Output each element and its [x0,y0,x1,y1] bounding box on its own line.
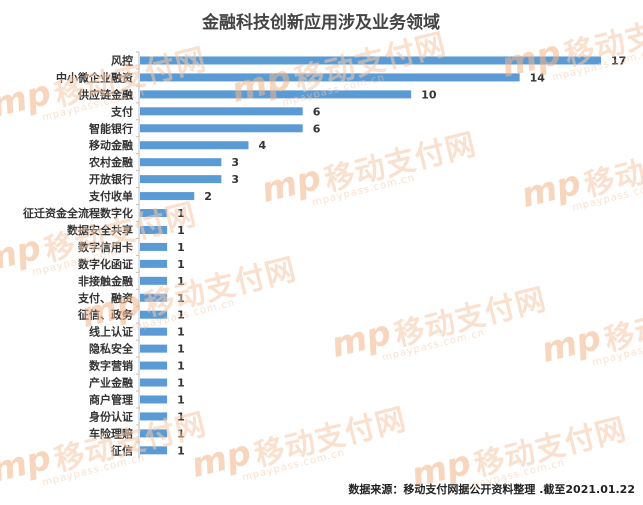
data-label: 10 [421,88,437,101]
category-label: 非接触金融 [78,274,133,288]
data-label: 6 [313,105,321,118]
category-label: 数字化函证 [78,257,133,271]
data-label: 1 [177,258,185,271]
bar [140,175,222,184]
category-label: 智能银行 [89,121,133,135]
bar [140,56,601,65]
bar [140,141,249,150]
bar [140,158,222,167]
data-label: 1 [177,207,185,220]
data-label: 1 [177,343,185,356]
category-label: 线上认证 [89,325,133,339]
bar [140,276,168,285]
category-label: 支付收单 [88,189,133,203]
bar [140,395,168,404]
source-note: 数据来源：移动支付网据公开资料整理 .截至2021.01.22 [348,483,635,496]
category-label: 隐私安全 [89,342,134,356]
data-label: 1 [177,326,185,339]
data-label: 1 [177,275,185,288]
bar [140,344,168,353]
category-label: 农村金融 [88,155,133,169]
bar [140,378,168,387]
category-label: 商户管理 [89,392,133,406]
data-label: 1 [177,241,185,254]
data-label: 1 [177,292,185,305]
data-label: 1 [177,377,185,390]
category-label: 身份认证 [89,409,133,423]
category-label: 支付、融资 [77,291,133,305]
category-label: 产业金融 [89,376,133,390]
data-label: 1 [177,427,185,440]
bar [140,446,168,455]
data-label: 3 [231,173,239,186]
bar [140,310,168,319]
category-label: 征迁资金全流程数字化 [23,206,133,220]
category-label: 征信 [111,443,133,457]
bar [140,209,168,218]
category-label: 移动金融 [89,138,133,152]
bar [140,225,168,234]
data-label: 1 [177,410,185,423]
data-label: 1 [177,224,185,237]
data-label: 2 [204,190,212,203]
data-label: 1 [177,360,185,373]
data-label: 1 [177,444,185,457]
category-label: 风控 [111,53,133,67]
data-label: 1 [177,309,185,322]
bar [140,327,168,336]
bar [140,73,520,82]
category-label: 征信、政务 [78,308,134,322]
bar [140,90,412,99]
data-label: 17 [611,54,626,67]
category-label: 数字营销 [89,359,133,373]
data-label: 14 [530,71,546,84]
category-label: 数字信用卡 [78,240,133,254]
bar [140,124,303,133]
category-label: 供应链金融 [77,87,133,101]
data-label: 6 [313,122,321,135]
bar [140,192,195,201]
data-label: 3 [231,156,239,169]
bar [140,107,303,116]
category-label: 支付 [110,104,133,118]
bar [140,293,168,302]
chart-title: 金融科技创新应用涉及业务领域 [201,12,440,33]
bar [140,429,168,438]
category-label: 中小微企业融资 [56,70,133,84]
bar [140,412,168,421]
data-label: 4 [258,139,266,152]
bars-layer: 风控 17 中小微企业融资 14 供应链金融 10 支付 6 智能银行 6 移动金融 4 农村金融 3 开放… [23,51,626,459]
category-label: 开放银行 [89,172,133,186]
bar [140,361,168,370]
category-label: 车险理赔 [89,426,133,440]
bar [140,259,168,268]
data-label: 1 [177,393,185,406]
category-label: 数据安全共享 [67,223,133,237]
bar [140,242,168,251]
